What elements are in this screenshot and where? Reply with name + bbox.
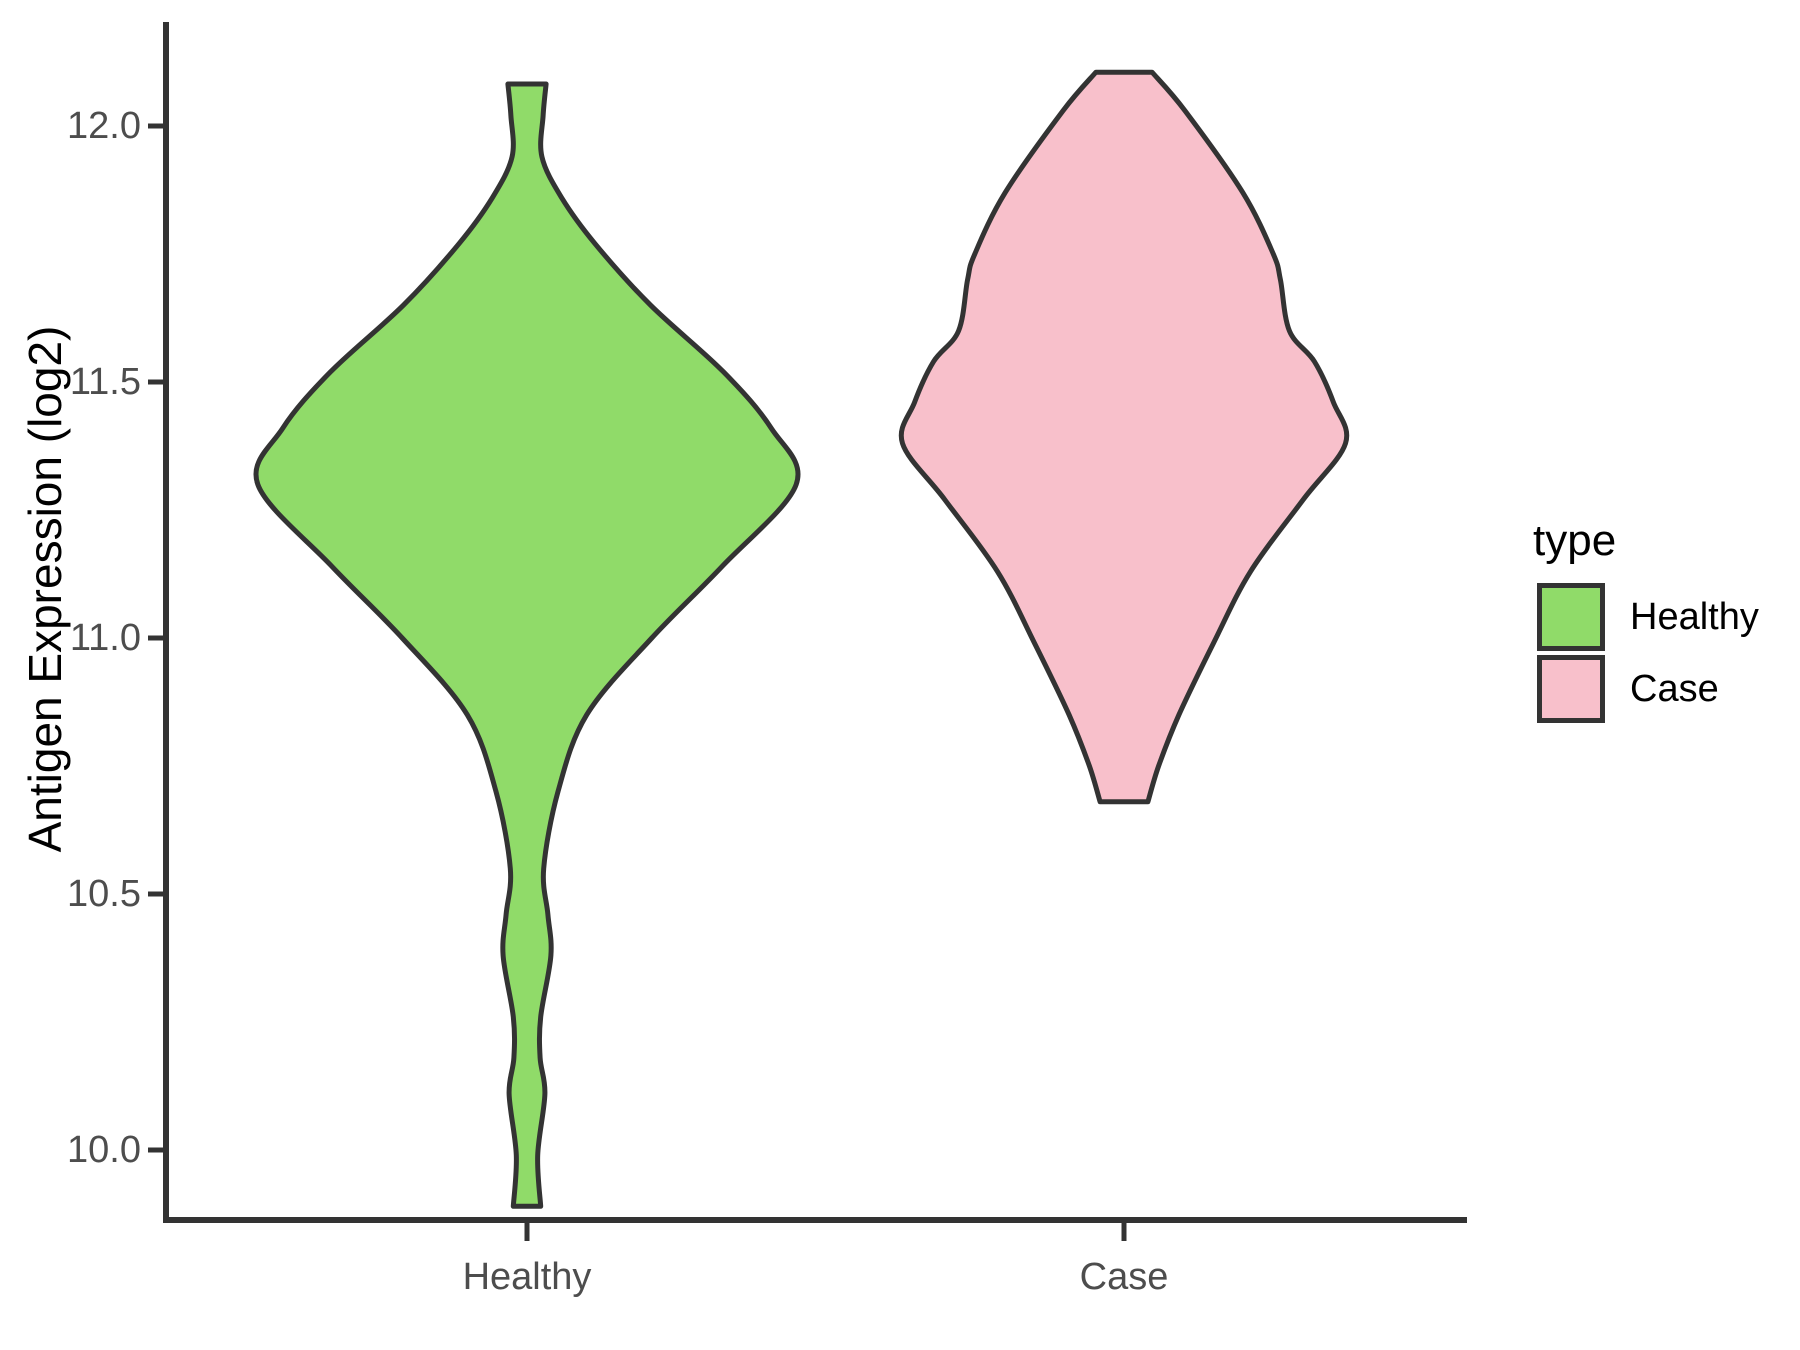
- x-tick-label-healthy: Healthy: [462, 1256, 592, 1298]
- legend-label-case: Case: [1630, 668, 1719, 710]
- y-axis-title: Antigen Expression (log2): [19, 325, 71, 853]
- violin-healthy: [253, 81, 801, 1209]
- legend: type Healthy Case: [1533, 514, 1759, 723]
- x-tick-label-case: Case: [1079, 1256, 1169, 1298]
- violin-case: [898, 69, 1350, 805]
- legend-key-case-swatch: [1537, 655, 1605, 723]
- legend-key-healthy-swatch: [1537, 583, 1605, 651]
- y-tick-label-11-5: 11.5: [69, 361, 141, 403]
- legend-item-healthy: Healthy: [1537, 583, 1797, 651]
- y-tick-label-10-0: 10.0: [67, 1129, 141, 1171]
- y-tick-label-11-0: 11.0: [69, 617, 141, 659]
- y-tick-label-12-0: 12.0: [67, 105, 141, 147]
- legend-item-case: Case: [1537, 655, 1797, 723]
- legend-title: type: [1533, 516, 1617, 565]
- y-tick-label-10-5: 10.5: [67, 873, 141, 915]
- legend-label-healthy: Healthy: [1630, 596, 1759, 638]
